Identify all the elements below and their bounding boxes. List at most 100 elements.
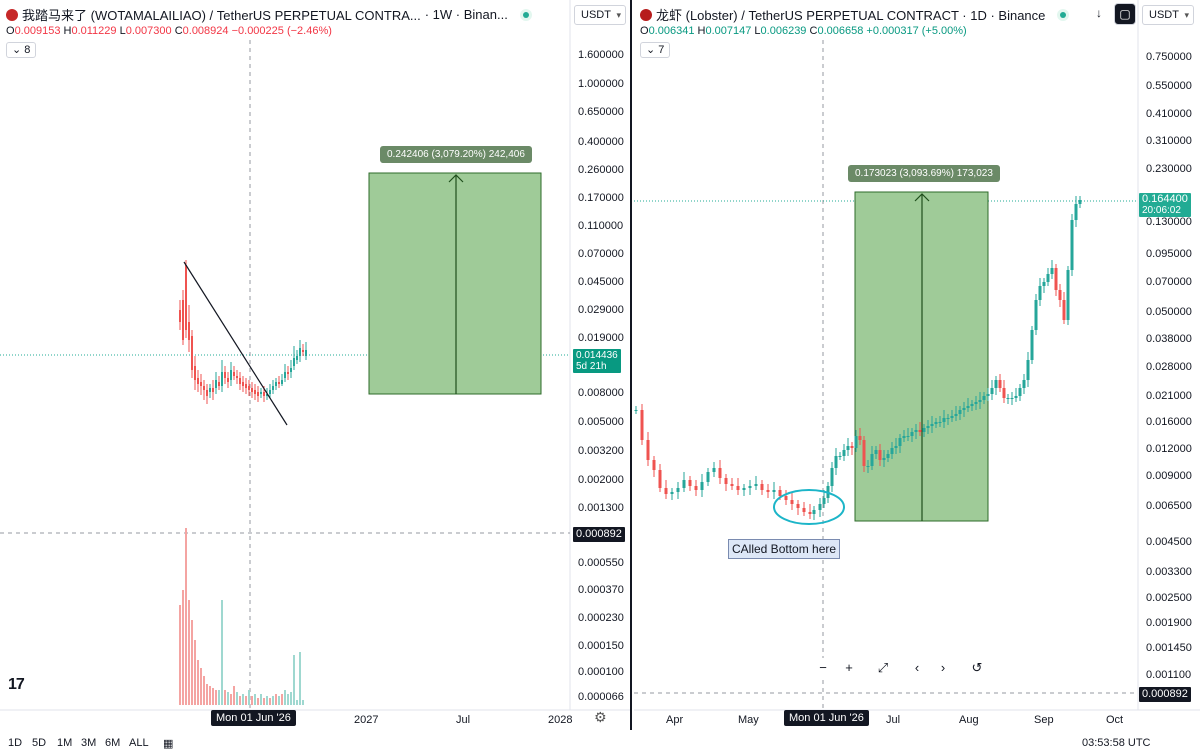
right-candle	[974, 396, 978, 410]
range-button-1d[interactable]: 1D	[8, 737, 23, 749]
right-candle	[878, 444, 882, 466]
left-candle	[233, 366, 235, 380]
right-crosshair-price-label: 0.000892	[1139, 687, 1191, 702]
left-chart-canvas[interactable]	[0, 0, 632, 730]
left-price-tick: 0.000066	[578, 691, 624, 703]
right-candle	[926, 420, 930, 434]
left-volume-bar	[248, 690, 250, 705]
left-candle	[203, 380, 205, 400]
left-volume-bar	[182, 590, 184, 705]
scroll-right-button[interactable]: ›	[932, 658, 954, 680]
left-indicators-toggle[interactable]: ⌄ 8	[6, 42, 37, 58]
zoom-in-button[interactable]: +	[838, 658, 860, 680]
right-price-tick: 0.410000	[1146, 108, 1192, 120]
left-price-tick: 0.650000	[578, 106, 624, 118]
range-button-6m[interactable]: 6M	[105, 737, 121, 749]
left-candle	[260, 388, 262, 398]
right-price-tick: 0.001100	[1146, 669, 1192, 681]
right-candle	[634, 406, 638, 414]
left-candle	[215, 372, 217, 394]
right-candle	[1046, 268, 1050, 286]
called-bottom-note[interactable]: CAlled Bottom here	[728, 539, 841, 559]
right-currency-select[interactable]: USDT	[1142, 5, 1194, 25]
right-candle	[922, 424, 926, 437]
left-volume-bar	[302, 700, 304, 705]
fullscreen-icon[interactable]: ▢	[1114, 3, 1136, 25]
left-volume-bar	[209, 686, 211, 705]
right-price-tick: 0.001900	[1146, 617, 1192, 629]
right-price-tick: 0.028000	[1146, 361, 1192, 373]
left-symbol-header[interactable]: 我踏马来了 (WOTAMALAILIAO) / TetherUS PERPETU…	[6, 5, 532, 24]
left-candle	[218, 376, 220, 390]
left-volume-bar	[275, 694, 277, 705]
left-chart-pane[interactable]: 我踏马来了 (WOTAMALAILIAO) / TetherUS PERPETU…	[0, 0, 632, 730]
left-volume-bar	[200, 668, 202, 705]
right-time-tick: Sep	[1034, 714, 1054, 726]
right-candle	[706, 468, 710, 486]
range-button-5d[interactable]: 5D	[32, 737, 47, 749]
left-candle	[182, 290, 184, 345]
fit-chart-button[interactable]: ⤢	[872, 658, 894, 680]
right-candle	[886, 450, 890, 462]
right-candle	[766, 484, 770, 498]
left-price-tick: 0.000150	[578, 640, 624, 652]
right-price-tick: 0.050000	[1146, 306, 1192, 318]
left-price-tick: 0.002000	[578, 474, 624, 486]
left-candle	[206, 384, 208, 404]
left-candle	[302, 344, 304, 356]
right-candle	[994, 376, 998, 395]
right-price-tick: 0.009000	[1146, 470, 1192, 482]
left-volume-bar	[221, 600, 223, 705]
left-volume-bar	[257, 698, 259, 705]
right-chart-pane[interactable]: 龙虾 (Lobster) / TetherUS PERPETUAL CONTRA…	[634, 0, 1200, 730]
left-time-tick: Jul	[456, 714, 471, 726]
left-trendline	[183, 261, 288, 426]
left-currency-select[interactable]: USDT	[574, 5, 626, 25]
left-price-tick: 0.000550	[578, 557, 624, 569]
right-candle	[808, 504, 812, 519]
left-price-tick: 0.045000	[578, 276, 624, 288]
right-candle	[970, 400, 974, 411]
zoom-out-button[interactable]: −	[812, 658, 834, 680]
right-price-tick: 0.004500	[1146, 536, 1192, 548]
calendar-icon[interactable]: ▦	[163, 738, 174, 750]
left-volume-bar	[254, 694, 256, 705]
left-volume-bar	[284, 690, 286, 705]
left-price-tick: 0.005000	[578, 416, 624, 428]
right-candle	[718, 460, 722, 484]
right-candle	[1058, 284, 1062, 307]
utc-clock[interactable]: 03:53:58 UTC	[1082, 737, 1151, 749]
right-symbol-header[interactable]: 龙虾 (Lobster) / TetherUS PERPETUAL CONTRA…	[640, 5, 1070, 24]
right-chart-canvas[interactable]	[634, 0, 1200, 730]
market-open-icon	[1057, 8, 1070, 21]
left-price-tick: 0.029000	[578, 304, 624, 316]
right-candle	[742, 484, 746, 496]
left-volume-bar	[236, 692, 238, 705]
range-button-1m[interactable]: 1M	[57, 737, 73, 749]
reset-chart-button[interactable]: ↺	[966, 658, 988, 680]
left-candle	[278, 376, 280, 388]
right-indicators-toggle[interactable]: ⌄ 7	[640, 42, 671, 58]
right-measure-label: 0.173023 (3,093.69%) 173,023	[848, 165, 1000, 182]
right-candle	[978, 392, 982, 409]
left-price-tick: 0.008000	[578, 387, 624, 399]
left-price-tick: 1.000000	[578, 78, 624, 90]
right-candle	[812, 506, 816, 520]
right-candle	[894, 438, 898, 454]
left-volume-bar	[227, 692, 229, 705]
download-icon[interactable]: ↓	[1088, 3, 1110, 25]
right-candle	[1014, 388, 1018, 402]
right-candle	[730, 478, 734, 490]
range-button-3m[interactable]: 3M	[81, 737, 97, 749]
range-button-all[interactable]: ALL	[129, 737, 149, 749]
right-candle	[866, 460, 870, 473]
left-candle	[221, 360, 223, 392]
left-volume-bar	[215, 690, 217, 705]
settings-gear-icon[interactable]: ⚙	[594, 709, 607, 725]
left-volume-bar	[230, 694, 232, 705]
right-candle	[1002, 380, 1006, 403]
chart-toolbar: ↓ ▢	[1088, 0, 1136, 28]
left-crosshair-price-label: 0.000892	[573, 527, 625, 542]
left-candle	[284, 364, 286, 382]
scroll-left-button[interactable]: ‹	[906, 658, 928, 680]
